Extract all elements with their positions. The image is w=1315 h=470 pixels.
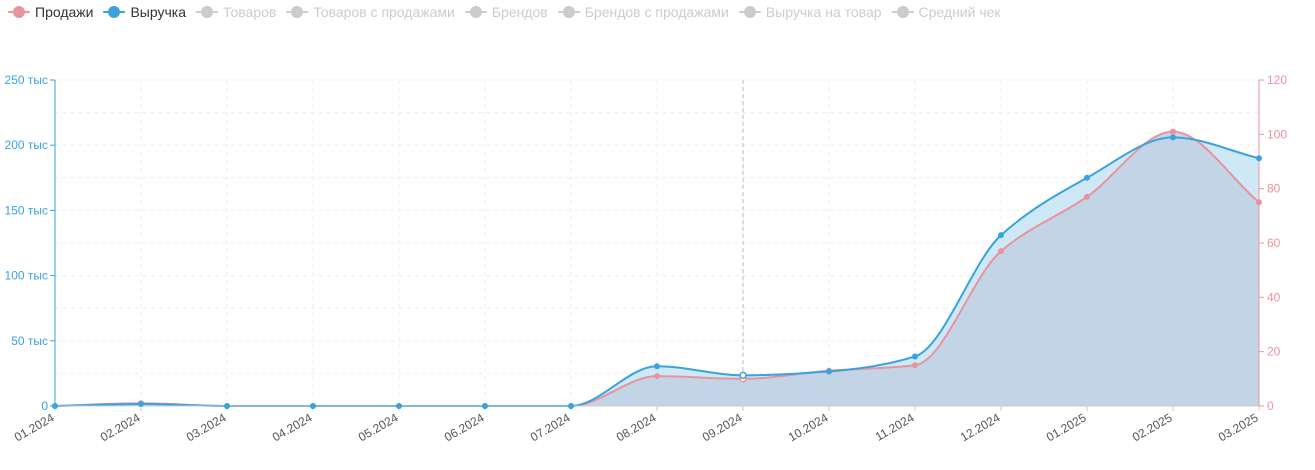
right-axis-tick-label: 100 — [1267, 127, 1287, 141]
chart-points — [52, 128, 1262, 409]
x-axis-tick-label: 02.2024 — [98, 410, 143, 444]
legend-item-0[interactable]: Продажи — [8, 2, 93, 22]
legend-marker-icon — [464, 6, 487, 18]
sales-point[interactable] — [998, 248, 1004, 255]
right-axis-tick-label: 20 — [1267, 345, 1281, 359]
legend-item-label: Выручка — [130, 4, 187, 20]
legend-item-2[interactable]: Товаров — [196, 2, 276, 22]
revenue-point[interactable] — [998, 232, 1004, 239]
legend-marker-icon — [196, 6, 219, 18]
legend-item-label: Товаров — [223, 4, 277, 20]
revenue-point[interactable] — [1084, 174, 1090, 181]
right-axis-tick-label: 0 — [1267, 399, 1274, 413]
revenue-point[interactable] — [138, 401, 144, 408]
x-axis-tick-label: 10.2024 — [786, 410, 831, 444]
x-axis-tick-label: 06.2024 — [442, 410, 487, 444]
x-axis-tick-label: 07.2024 — [528, 410, 573, 444]
sales-area — [55, 131, 1259, 406]
legend-item-6[interactable]: Выручка на товар — [738, 2, 882, 22]
legend-marker-icon — [738, 6, 761, 18]
right-axis-tick-label: 80 — [1267, 182, 1281, 196]
x-axis-tick-label: 01.2025 — [1044, 410, 1089, 444]
revenue-point[interactable] — [310, 403, 316, 409]
sales-point[interactable] — [1084, 193, 1090, 200]
x-axis-tick-label: 05.2024 — [356, 410, 401, 444]
sales-point[interactable] — [1256, 199, 1262, 206]
revenue-point[interactable] — [482, 403, 488, 409]
sales-point[interactable] — [1170, 128, 1176, 135]
revenue-point[interactable] — [1170, 134, 1176, 141]
legend-marker-icon — [557, 6, 580, 18]
revenue-point[interactable] — [52, 403, 58, 409]
x-axis-tick-label: 04.2024 — [270, 410, 315, 444]
left-axis-tick-label: 250 тыс — [5, 73, 48, 87]
legend-item-label: Выручка на товар — [765, 4, 882, 20]
chart-areas — [55, 131, 1259, 406]
legend-marker-icon — [8, 6, 30, 18]
legend-marker-icon — [286, 6, 309, 18]
legend-item-label: Товаров с продажами — [313, 4, 455, 20]
revenue-point[interactable] — [224, 403, 230, 409]
right-axis-tick-label: 120 — [1267, 73, 1287, 87]
left-axis-tick-label: 100 тыс — [5, 269, 48, 283]
revenue-point[interactable] — [568, 403, 574, 409]
left-axis-tick-label: 150 тыс — [5, 203, 48, 217]
revenue-point[interactable] — [1256, 155, 1262, 162]
x-axis-tick-label: 03.2025 — [1216, 410, 1261, 444]
x-axis-tick-label: 09.2024 — [700, 410, 745, 444]
revenue-point[interactable] — [396, 403, 402, 409]
chart-legend: Продажи Выручка Товаров Товаров с продажами… — [8, 2, 1011, 22]
x-axis-tick-label: 01.2024 — [12, 410, 57, 444]
legend-item-label: Продажи — [35, 4, 94, 20]
right-axis-tick-label: 40 — [1267, 290, 1281, 304]
x-axis-tick-label: 03.2024 — [184, 410, 229, 444]
legend-item-label: Брендов с продажами — [584, 4, 729, 20]
legend-marker-icon — [103, 6, 126, 18]
sales-point[interactable] — [654, 373, 660, 380]
x-axis-tick-label: 11.2024 — [873, 410, 917, 444]
legend-item-label: Средний чек — [918, 4, 1001, 20]
revenue-point[interactable] — [912, 353, 918, 360]
x-axis-tick-label: 02.2025 — [1130, 410, 1175, 444]
revenue-point[interactable] — [739, 371, 747, 380]
revenue-point[interactable] — [826, 368, 832, 375]
x-axis-tick-label: 08.2024 — [614, 410, 659, 444]
x-axis-tick-label: 12.2024 — [958, 410, 1003, 444]
left-axis-tick-label: 50 тыс — [11, 334, 48, 348]
right-axis-tick-label: 60 — [1267, 236, 1281, 250]
legend-marker-icon — [891, 6, 914, 18]
legend-item-7[interactable]: Средний чек — [891, 2, 1001, 22]
legend-item-label: Брендов — [491, 4, 548, 20]
left-axis-tick-label: 200 тыс — [5, 138, 48, 152]
legend-item-1[interactable]: Выручка — [103, 2, 186, 22]
sales-point[interactable] — [912, 362, 918, 369]
legend-item-3[interactable]: Товаров с продажами — [286, 2, 455, 22]
left-axis-tick-label: 0 — [41, 399, 48, 413]
legend-item-4[interactable]: Брендов — [464, 2, 548, 22]
revenue-point[interactable] — [654, 363, 660, 370]
legend-item-5[interactable]: Брендов с продажами — [557, 2, 729, 22]
